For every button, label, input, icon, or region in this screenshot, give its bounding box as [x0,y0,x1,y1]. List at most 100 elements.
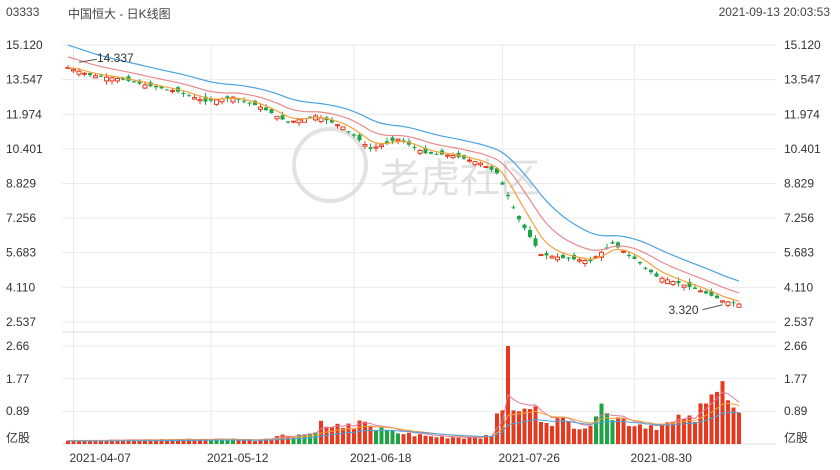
volume-bar [379,427,384,444]
volume-bar [143,439,147,444]
candle-body [71,68,76,72]
volume-bar [319,420,323,444]
high-marker-line [78,58,98,63]
volume-unit-left: 亿股 [6,430,30,445]
volume-bar [621,418,626,444]
candle-body [627,254,631,256]
candle-body [736,303,742,308]
volume-bar [566,421,571,444]
ma20-line [67,44,740,282]
candle-body [159,86,164,89]
price-tick-right: 10.401 [784,142,821,156]
candle-body [225,96,230,99]
candle-body [665,279,670,285]
volume-bar [385,429,389,444]
volume-tick-left: 2.66 [6,339,30,353]
volume-bar [462,438,466,444]
candle-body [318,117,324,123]
price-tick-right: 8.829 [784,176,814,190]
price-tick-left: 4.110 [6,280,35,294]
candle-body [390,137,395,141]
volume-bar [484,435,488,444]
candle-body [137,80,142,84]
candle-body [478,162,483,166]
candle-body [335,124,340,127]
volume-bar [522,408,527,444]
volume-bar [148,440,153,444]
volume-bar [423,435,428,444]
volume-bar [396,433,400,444]
volume-bar [352,429,356,444]
vol_ma3-line [67,411,740,442]
candle-body [621,250,626,253]
volume-bar [610,420,615,444]
price-tick-right: 4.110 [784,280,813,294]
volume-bar [665,422,670,444]
candle-body [115,77,120,82]
volume-bar [577,429,582,444]
candle-body [616,242,620,248]
volume-bar [247,439,252,444]
volume-tick-left: 1.77 [6,372,30,386]
volume-bar [539,421,543,444]
volume-bar [456,437,461,444]
candle-body [395,138,401,141]
volume-bar [654,429,659,444]
volume-bar [478,438,483,444]
candle-body [670,281,676,286]
volume-bar [297,434,301,444]
volume-bar [137,440,142,444]
candle-body [528,230,532,237]
volume-bar [676,414,681,444]
volume-bar [264,438,268,444]
price-tick-right: 2.537 [784,315,814,329]
candle-body [649,269,653,273]
volume-bar [220,438,224,444]
price-tick-left: 8.829 [6,176,36,190]
ma5-line [67,66,740,302]
ma10-line [67,56,740,294]
volume-bar [583,428,587,444]
volume-bar [489,436,494,444]
candle-body [538,254,544,257]
price-tick-right: 13.547 [784,73,821,87]
candle-body [264,107,268,111]
volume-bar [170,439,175,444]
candle-body [132,81,136,83]
candle-body [572,254,576,260]
candle-body [330,119,334,123]
volume-bar [269,438,274,444]
candle-body [698,290,703,293]
volume-bar [731,407,736,444]
volume-bar [643,428,648,444]
volume-bar [176,439,180,444]
candle-body [533,238,538,246]
candle-body [725,301,731,306]
volume-bar [473,437,477,444]
date-tick: 2021-06-18 [350,451,412,465]
volume-bar [110,439,114,444]
candle-body [715,295,719,299]
volume-bar [737,412,741,444]
volume-bar [511,410,516,444]
volume-bar [374,430,378,444]
candle-body [412,146,417,148]
volume-bar [632,426,637,444]
candle-body [676,281,681,284]
candle-body [76,70,82,75]
price-tick-left: 5.683 [6,246,36,260]
candle-body [192,97,197,100]
stock-code: 03333 [6,5,40,19]
volume-bar [242,439,246,444]
volume-bar [225,439,230,444]
candle-body [511,207,516,209]
volume-bar [555,418,560,444]
volume-bar [341,427,345,444]
volume-bar [418,434,422,444]
price-tick-left: 13.547 [6,73,43,87]
volume-bar [99,440,103,444]
volume-bar [363,421,367,444]
candle-body [472,161,478,166]
volume-bar [709,394,714,444]
